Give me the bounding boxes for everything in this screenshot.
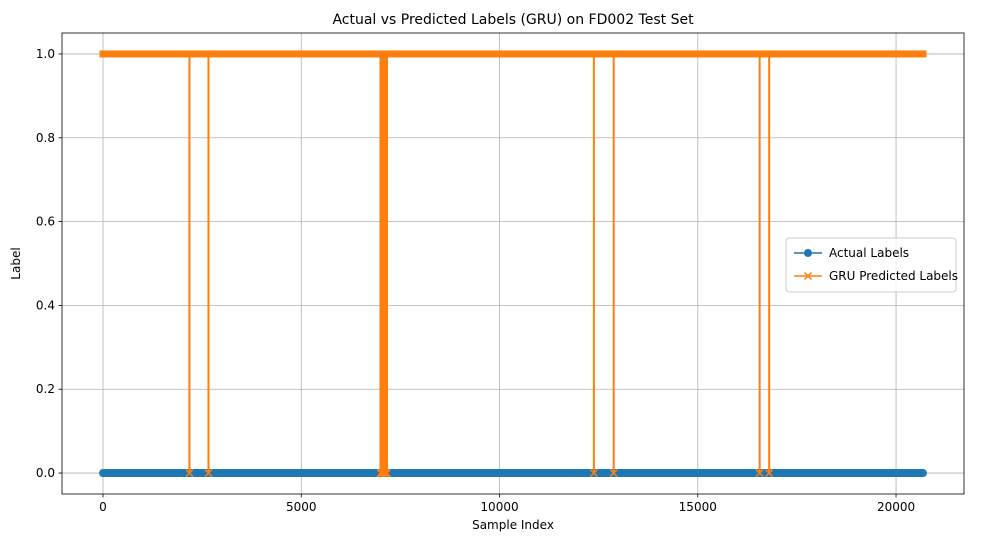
y-tick-label: 0.4: [36, 298, 55, 312]
y-tick-label: 0.8: [36, 131, 55, 145]
predicted-marker: [589, 469, 598, 478]
x-tick-label: 10000: [480, 500, 518, 514]
predicted-marker: [382, 469, 391, 478]
predicted-marker: [204, 469, 213, 478]
chart-title: Actual vs Predicted Labels (GRU) on FD00…: [332, 12, 694, 28]
legend: Actual Labels GRU Predicted Labels: [785, 237, 958, 293]
predicted-marker: [609, 469, 618, 478]
predicted-marker: [755, 469, 764, 478]
x-axis: 0 5000 10000 15000 20000: [99, 494, 915, 514]
predicted-cluster: [379, 53, 388, 474]
legend-label-predicted: GRU Predicted Labels: [829, 269, 958, 283]
y-tick-label: 1.0: [36, 47, 55, 61]
x-tick-label: 20000: [877, 500, 915, 514]
x-tick-label: 15000: [679, 500, 717, 514]
x-tick-label: 0: [99, 500, 107, 514]
predicted-markers-band: [99, 50, 927, 58]
y-tick-label: 0.6: [36, 215, 55, 229]
x-axis-label: Sample Index: [472, 518, 554, 532]
legend-marker-actual: [804, 249, 812, 257]
legend-box: [785, 237, 957, 293]
y-axis: 0.0 0.2 0.4 0.6 0.8 1.0: [36, 47, 62, 480]
plot-frame: [61, 32, 965, 495]
plot-area: [99, 50, 927, 478]
y-tick-label: 0.0: [36, 466, 55, 480]
predicted-marker: [803, 271, 813, 281]
predicted-marker: [185, 469, 194, 478]
x-tick-label: 5000: [286, 500, 317, 514]
legend-label-actual: Actual Labels: [829, 246, 909, 260]
y-tick-label: 0.2: [36, 382, 55, 396]
predicted-marker: [765, 469, 774, 478]
y-axis-label: Label: [9, 247, 23, 279]
